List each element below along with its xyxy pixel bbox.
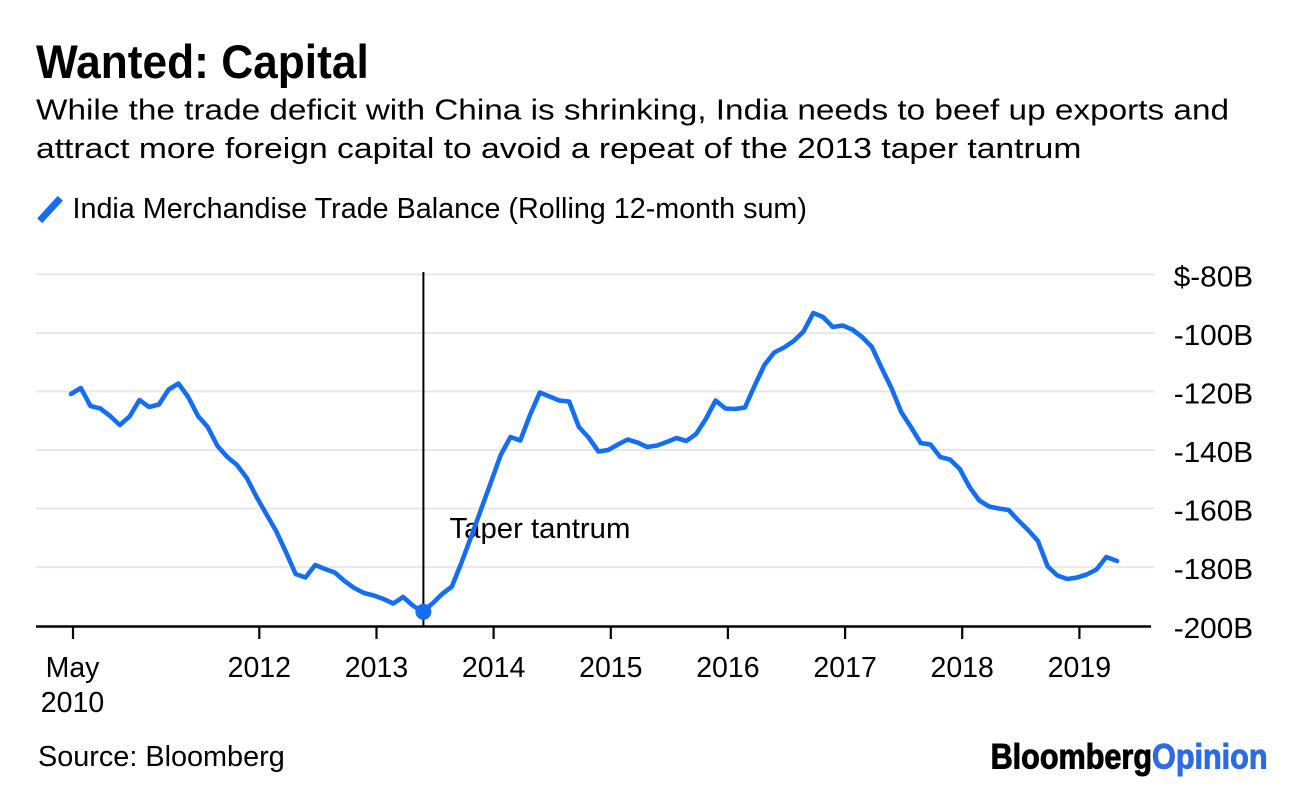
svg-text:Source: Bloomberg: Source: Bloomberg (38, 741, 285, 773)
svg-text:May: May (46, 652, 101, 684)
svg-text:-100B: -100B (1174, 321, 1253, 352)
svg-text:2015: 2015 (579, 652, 642, 684)
svg-text:-140B: -140B (1174, 438, 1253, 469)
svg-text:2019: 2019 (1048, 652, 1111, 684)
svg-text:India Merchandise Trade Balanc: India Merchandise Trade Balance (Rolling… (73, 193, 807, 225)
svg-text:-180B: -180B (1174, 555, 1253, 586)
svg-text:Wanted: Capital: Wanted: Capital (36, 36, 369, 88)
svg-text:2017: 2017 (813, 652, 876, 684)
svg-text:Bloomberg: Bloomberg (991, 737, 1152, 776)
svg-text:$-80B: $-80B (1174, 262, 1253, 293)
svg-text:2010: 2010 (41, 687, 104, 719)
svg-text:-160B: -160B (1174, 496, 1253, 527)
svg-text:-120B: -120B (1174, 379, 1253, 410)
svg-text:While the trade deficit with C: While the trade deficit with China is sh… (36, 94, 1229, 126)
svg-text:attract more foreign capital t: attract more foreign capital to avoid a … (36, 132, 1081, 164)
svg-text:2012: 2012 (228, 652, 291, 684)
svg-text:Opinion: Opinion (1152, 737, 1268, 776)
svg-text:2013: 2013 (345, 652, 408, 684)
svg-text:-200B: -200B (1174, 614, 1253, 645)
svg-text:2014: 2014 (462, 652, 526, 684)
svg-text:2018: 2018 (930, 652, 993, 684)
svg-text:2016: 2016 (696, 652, 759, 684)
